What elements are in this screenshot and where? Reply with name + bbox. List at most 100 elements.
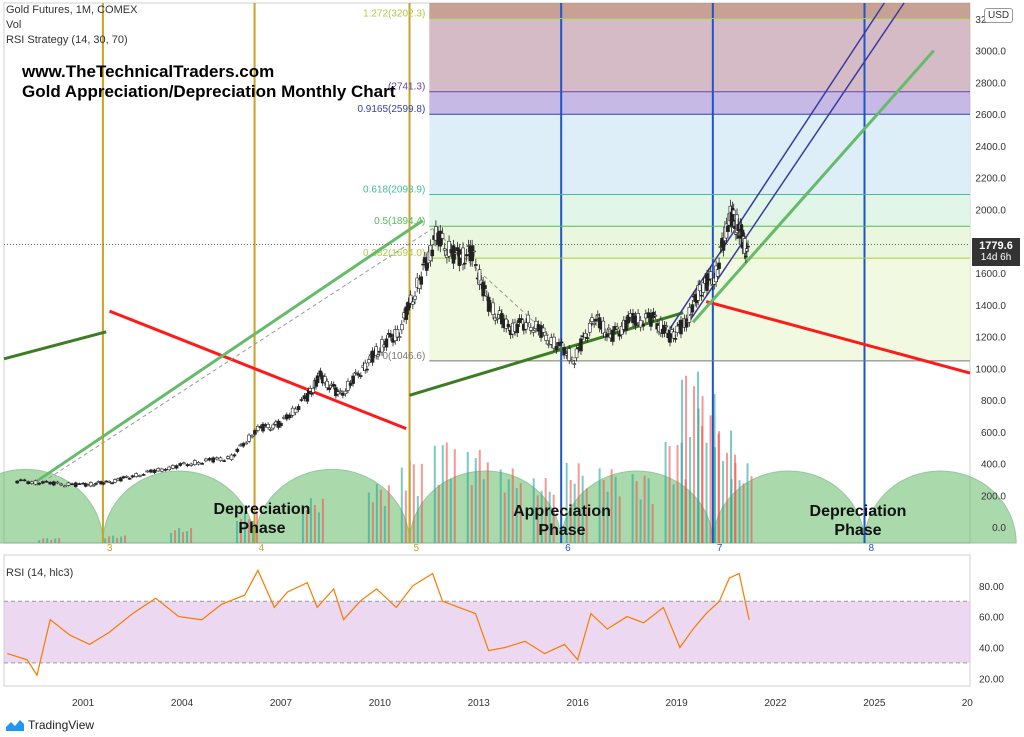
- volume-bar: [602, 480, 605, 543]
- currency-button[interactable]: USD: [984, 8, 1014, 23]
- candle: [528, 327, 533, 331]
- candle: [196, 462, 201, 465]
- volume-bar: [519, 483, 522, 543]
- price-axis-tick: 600.0: [981, 428, 1006, 439]
- time-axis-tick: 2004: [171, 698, 194, 709]
- candle: [315, 375, 320, 384]
- candle: [485, 294, 489, 297]
- fib-level-label: 0.9165(2599.8): [357, 104, 425, 115]
- volume-bar: [536, 495, 539, 543]
- candle: [167, 466, 172, 471]
- volume-bar: [701, 396, 704, 543]
- channel-line: [689, 2, 905, 322]
- candle: [374, 346, 378, 357]
- candle: [649, 313, 653, 327]
- fib-zone-top: [429, 3, 971, 19]
- volume-bar: [705, 442, 708, 543]
- candle: [562, 347, 566, 356]
- cycle-number: 8: [868, 543, 874, 554]
- volume-bar: [718, 431, 721, 543]
- volume-bar: [420, 463, 423, 543]
- candle: [311, 387, 315, 393]
- candle: [421, 263, 425, 266]
- fib-zone: [429, 91, 971, 115]
- candle: [70, 483, 74, 485]
- candle: [279, 422, 283, 427]
- candle: [104, 480, 109, 483]
- candle: [605, 333, 609, 338]
- candle: [232, 454, 237, 457]
- price-axis-tick: 0.0: [992, 523, 1006, 534]
- volume-bar: [544, 478, 547, 543]
- site-annotation: www.TheTechnicalTraders.com: [22, 62, 275, 81]
- candle: [619, 326, 624, 335]
- candle: [701, 282, 706, 293]
- time-axis-tick: 2019: [665, 698, 688, 709]
- price-axis-tick: 2600.0: [975, 110, 1006, 121]
- candle: [89, 482, 93, 487]
- candle: [15, 480, 19, 484]
- candle: [185, 464, 190, 467]
- candle: [495, 317, 500, 320]
- candle: [145, 470, 150, 473]
- candle: [119, 477, 123, 482]
- volume-bar: [598, 468, 601, 543]
- volume-bar: [738, 480, 741, 543]
- volume-bar: [124, 535, 127, 543]
- time-axis-tick: 2025: [863, 698, 886, 709]
- volume-bar: [606, 491, 609, 543]
- candle: [113, 479, 117, 483]
- candle: [395, 329, 400, 338]
- volume-bar: [746, 463, 749, 543]
- volume-bar: [243, 513, 246, 543]
- volume-bar: [441, 445, 444, 543]
- candle: [419, 276, 424, 285]
- volume-bar: [643, 475, 646, 543]
- volume-bar: [734, 463, 737, 543]
- chart-symbol-title: Gold Futures, 1M, COMEX: [6, 4, 138, 16]
- volume-bar: [573, 483, 576, 543]
- candle: [356, 373, 361, 376]
- volume-bar: [251, 520, 254, 543]
- volume-bar: [437, 484, 440, 543]
- candle: [182, 462, 186, 465]
- volume-bar: [614, 476, 617, 543]
- tradingview-logo[interactable]: TradingView: [6, 718, 94, 732]
- candle: [367, 359, 371, 364]
- volume-bar: [714, 447, 717, 543]
- phase-label-depreciation-1: Depreciation Phase: [213, 501, 311, 537]
- candle: [238, 444, 243, 447]
- volume-bar: [499, 469, 502, 543]
- volume-bar: [486, 462, 489, 543]
- phase-label-appreciation: Appreciation Phase: [513, 503, 611, 539]
- candle: [699, 294, 704, 297]
- candle: [442, 248, 447, 251]
- rsi-line: [7, 569, 750, 677]
- candle: [515, 324, 520, 334]
- fib-level-label: 0.5(1894.4): [374, 216, 425, 227]
- candle: [250, 435, 254, 438]
- candle: [77, 483, 82, 485]
- candle: [351, 375, 355, 384]
- candle: [218, 457, 223, 461]
- candle: [689, 314, 693, 316]
- candle: [33, 480, 38, 485]
- volume-bar: [170, 532, 173, 543]
- cycle-arc: [0, 468, 104, 544]
- candle: [376, 354, 380, 357]
- candle: [235, 448, 240, 452]
- candle: [121, 476, 126, 479]
- candle: [461, 247, 465, 265]
- candle: [497, 310, 502, 315]
- fib-zone: [429, 194, 971, 227]
- candle: [299, 399, 304, 401]
- rsi-strategy-label: RSI Strategy (14, 30, 70): [6, 34, 128, 46]
- candle: [715, 269, 720, 277]
- candle: [37, 482, 41, 485]
- volume-bar: [190, 528, 193, 543]
- candle: [730, 207, 735, 222]
- candle: [282, 416, 286, 419]
- last-price-tag: 1779.6 14d 6h: [972, 238, 1020, 266]
- cycle-number: 6: [565, 543, 571, 554]
- candle: [673, 338, 678, 340]
